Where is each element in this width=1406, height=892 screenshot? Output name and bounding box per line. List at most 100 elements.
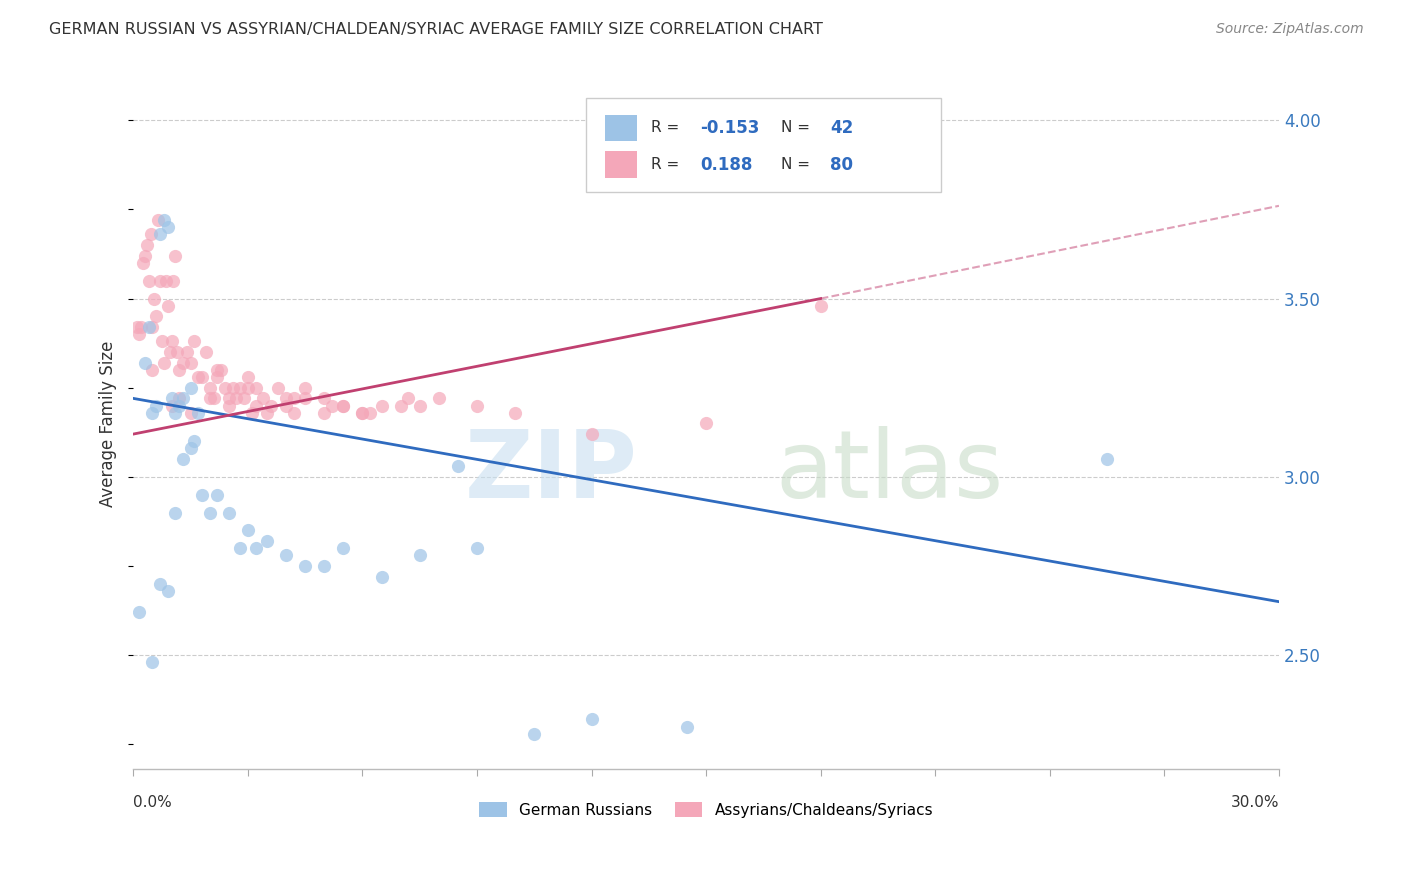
Point [139,227,162,242]
Point [128,327,150,342]
Point [207,488,229,502]
FancyBboxPatch shape [586,98,941,192]
Point [141,363,163,377]
Point [149,227,172,242]
Point [172,392,194,406]
Point [218,506,240,520]
Point [370,570,392,584]
Point [132,256,155,270]
Point [214,381,236,395]
Point [156,299,179,313]
Point [141,320,163,334]
Point [581,427,603,442]
Point [176,345,198,359]
Point [167,399,190,413]
Point [155,274,177,288]
Point [134,249,156,263]
Text: GERMAN RUSSIAN VS ASSYRIAN/CHALDEAN/SYRIAC AVERAGE FAMILY SIZE CORRELATION CHART: GERMAN RUSSIAN VS ASSYRIAN/CHALDEAN/SYRI… [49,22,823,37]
Point [465,541,488,556]
Point [149,577,172,591]
Text: Source: ZipAtlas.com: Source: ZipAtlas.com [1216,22,1364,37]
Point [252,392,274,406]
Point [352,406,374,420]
Point [294,559,316,574]
Point [187,406,209,420]
Point [172,452,194,467]
Text: 80: 80 [830,155,853,174]
Point [274,549,297,563]
Bar [606,115,637,141]
Point [149,274,172,288]
Point [321,399,343,413]
Point [145,399,167,413]
Point [283,392,305,406]
Point [256,406,278,420]
Bar [606,152,637,178]
Point [389,399,412,413]
Point [229,381,252,395]
Text: 42: 42 [830,119,853,137]
Point [198,506,221,520]
Point [256,534,278,549]
Point [523,726,546,740]
Point [332,541,354,556]
Text: N =: N = [780,157,810,172]
Point [359,406,381,420]
Text: 0.188: 0.188 [700,155,752,174]
Text: atlas: atlas [775,425,1002,517]
Point [166,345,188,359]
Point [143,292,166,306]
Point [218,392,240,406]
Y-axis label: Average Family Size: Average Family Size [100,340,117,507]
Point [225,392,247,406]
Point [207,363,229,377]
Point [156,584,179,599]
Point [260,399,283,413]
Text: ZIP: ZIP [464,425,637,517]
Point [233,392,256,406]
Point [503,406,526,420]
Point [752,808,775,822]
Point [409,549,432,563]
Point [191,370,214,384]
Point [245,541,267,556]
Point [160,399,183,413]
Point [150,334,173,349]
Point [314,392,336,406]
Point [229,541,252,556]
Point [165,406,187,420]
Point [314,406,336,420]
Point [127,320,149,334]
Point [465,399,488,413]
Point [370,399,392,413]
Point [128,606,150,620]
Point [236,524,259,538]
Point [141,656,163,670]
Point [695,417,717,431]
Point [167,363,190,377]
Point [160,392,183,406]
Point [1095,452,1118,467]
Point [153,213,176,227]
Point [129,320,152,334]
Point [183,334,205,349]
Text: R =: R = [651,120,679,136]
Point [180,381,202,395]
Point [240,406,263,420]
Text: 0.0%: 0.0% [134,796,172,810]
Point [162,274,184,288]
Point [165,506,187,520]
Text: N =: N = [780,120,810,136]
Text: R =: R = [651,157,679,172]
Point [209,363,232,377]
Point [283,406,305,420]
Point [134,356,156,370]
Point [194,345,217,359]
Point [294,381,316,395]
Point [245,381,267,395]
Point [180,406,202,420]
Point [274,392,297,406]
Point [138,320,160,334]
Point [141,406,163,420]
Point [167,392,190,406]
